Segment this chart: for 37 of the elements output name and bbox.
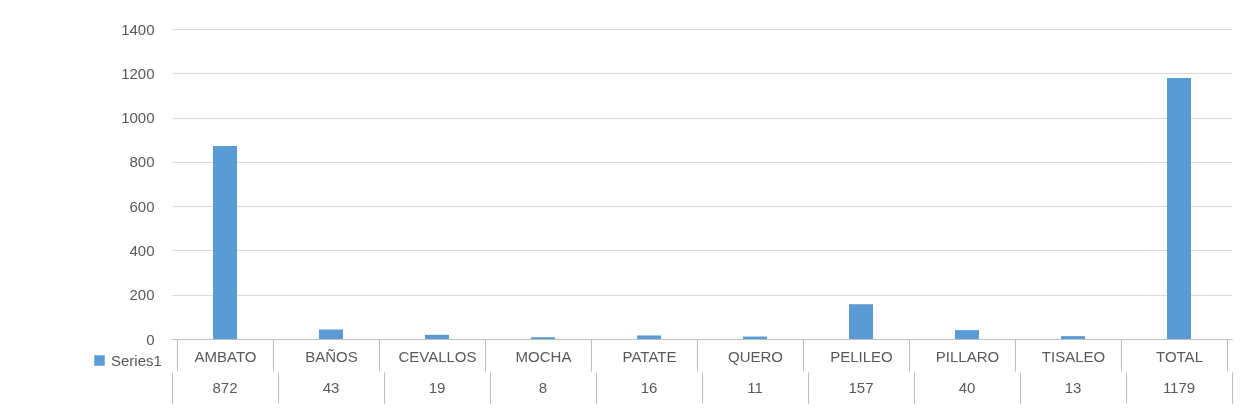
bar (637, 335, 661, 339)
y-tick-label: 200 (129, 286, 155, 304)
bar (1167, 77, 1191, 339)
x-tick-label: PATATE (622, 347, 677, 365)
x-tick-label: PILLARO (935, 347, 1000, 365)
y-tick-label: 1200 (121, 64, 155, 82)
x-tick-label: CEVALLOS (398, 347, 477, 365)
x-tick-label: TOTAL (1156, 347, 1203, 365)
y-tick-label: 800 (129, 153, 155, 171)
bar (425, 334, 449, 339)
data-label: 8 (538, 379, 548, 396)
bar (319, 329, 343, 339)
x-tick-label: TISALEO (1041, 347, 1106, 365)
x-tick-label: AMBATO (194, 347, 257, 365)
data-label: 40 (958, 379, 976, 396)
bar (955, 330, 979, 339)
x-tick-label: QUERO (727, 347, 784, 365)
bar (213, 145, 237, 339)
bar (849, 304, 873, 339)
data-label: 16 (640, 379, 658, 396)
data-label: 13 (1064, 379, 1082, 396)
bar (1061, 336, 1085, 339)
y-tick-label: 1400 (121, 20, 155, 38)
data-label: 11 (747, 379, 763, 396)
x-tick-label: PELILEO (830, 347, 893, 365)
y-tick-label: 1000 (121, 109, 155, 127)
data-label: 19 (428, 379, 446, 396)
data-label: 157 (848, 379, 874, 396)
data-label: 43 (322, 379, 340, 396)
data-label: 1179 (1162, 379, 1196, 396)
y-tick-label: 0 (146, 330, 155, 348)
x-tick-label: MOCHA (515, 347, 572, 365)
data-label: 872 (212, 379, 238, 396)
x-tick-label: BAÑOS (305, 347, 358, 365)
y-tick-label: 400 (129, 241, 155, 259)
y-tick-label: 600 (129, 197, 155, 215)
legend-label: Series1 (111, 351, 162, 369)
